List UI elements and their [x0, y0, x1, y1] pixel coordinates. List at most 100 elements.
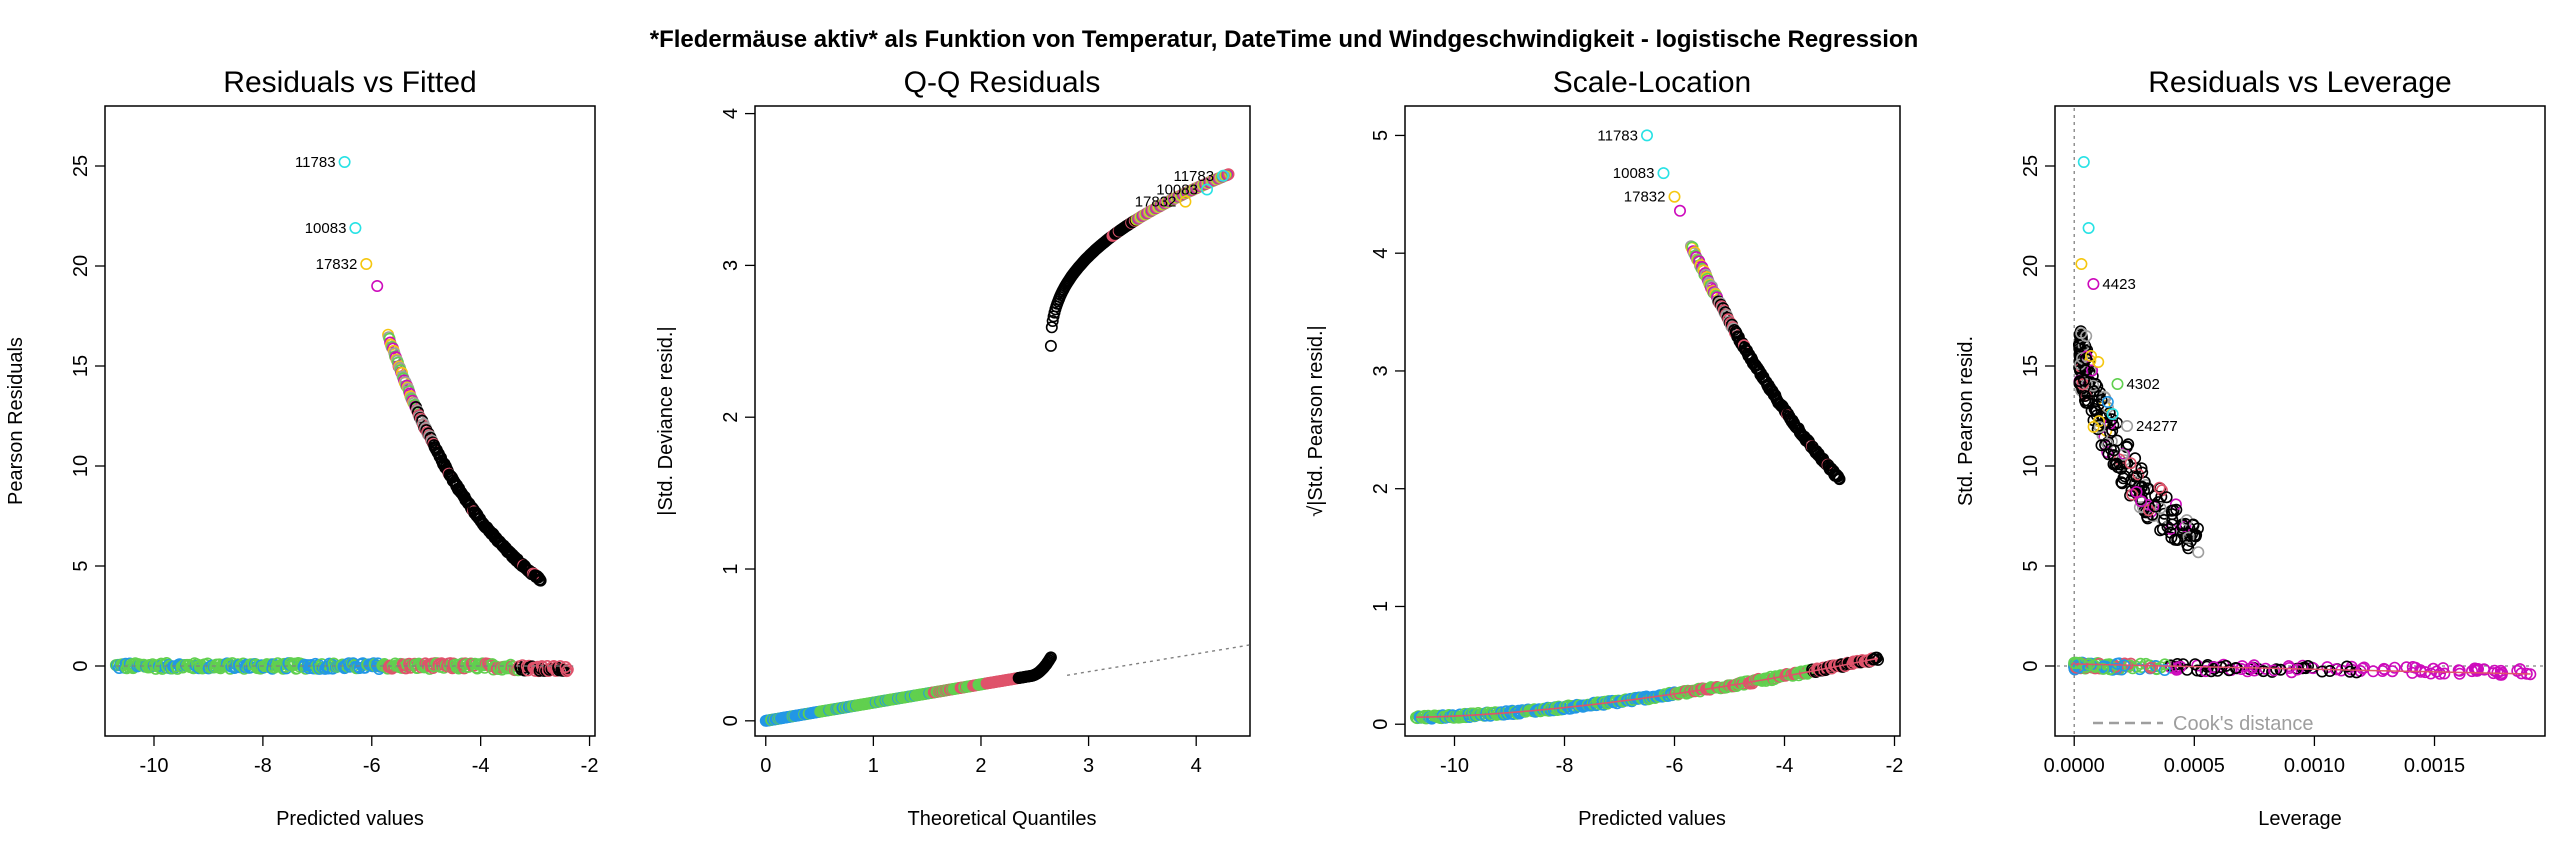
- x-tick-label: -8: [254, 755, 272, 777]
- data-point: [2124, 457, 2137, 470]
- data-point: [1046, 314, 1059, 327]
- y-tick-label: 1: [1370, 601, 1392, 612]
- data-point: [2092, 419, 2105, 432]
- data-point: [2220, 659, 2233, 672]
- data-point: [2165, 661, 2178, 674]
- y-tick-label: 0: [1370, 719, 1392, 730]
- x-tick-label: 0.0005: [2164, 755, 2225, 777]
- data-point: [2095, 393, 2108, 406]
- y-tick-label: 25: [2020, 155, 2042, 177]
- x-tick-label: -2: [1886, 755, 1904, 777]
- panel-title: Residuals vs Leverage: [2148, 66, 2452, 99]
- data-point: [2130, 485, 2143, 498]
- data-point: [2316, 665, 2329, 678]
- plot-frame: [104, 105, 596, 737]
- data-point: [1044, 651, 1057, 664]
- y-tick-label: 20: [70, 255, 92, 277]
- data-point: [2095, 439, 2108, 452]
- panel-title: Q-Q Residuals: [904, 66, 1101, 99]
- y-tick-label: 0: [70, 660, 92, 671]
- data-point: [2107, 444, 2120, 457]
- data-point: [2171, 533, 2184, 546]
- y-axis-label: |Std. Deviance resid.|: [655, 326, 677, 515]
- data-point: [2077, 156, 2090, 169]
- x-tick-label: 2: [975, 755, 986, 777]
- data-point: [2068, 656, 2081, 669]
- data-point: [1201, 183, 1214, 196]
- data-point: [2268, 664, 2281, 677]
- point-label: 10083: [1156, 181, 1198, 198]
- data-point: [2453, 664, 2466, 677]
- data-point: [2093, 421, 2106, 434]
- panel-residuals-vs-fitted: Residuals vs Fitted Predicted values Pea…: [5, 66, 598, 830]
- data-point: [2427, 662, 2440, 675]
- y-tick-label: 5: [70, 560, 92, 571]
- data-point: [2158, 663, 2171, 676]
- data-point: [2117, 472, 2130, 485]
- data-point: [2073, 328, 2086, 341]
- data-point: [2343, 665, 2356, 678]
- y-tick-label: 5: [1370, 130, 1392, 141]
- data-point: [2414, 664, 2427, 677]
- data-point: [2106, 407, 2119, 420]
- data-point: [2248, 659, 2261, 672]
- data-point: [2192, 546, 2205, 559]
- data-point: [2438, 667, 2451, 680]
- y-tick-label: 1: [720, 563, 742, 574]
- point-label: 10083: [1613, 165, 1655, 182]
- data-point: [2088, 402, 2101, 415]
- data-point: [534, 574, 547, 587]
- data-point: [2118, 470, 2131, 483]
- x-tick-label: 0: [760, 755, 771, 777]
- x-tick-label: -4: [1776, 755, 1794, 777]
- data-point: [2182, 531, 2195, 544]
- data-point: [1217, 169, 1230, 182]
- data-point: [2302, 659, 2315, 672]
- data-point: [360, 257, 373, 270]
- data-point: [2323, 664, 2336, 677]
- y-tick-label: 5: [2020, 560, 2042, 571]
- y-tick-label: 3: [1370, 365, 1392, 376]
- point-label: 24277: [2136, 418, 2178, 435]
- data-point: [349, 222, 362, 235]
- x-tick-label: 0.0010: [2284, 755, 2345, 777]
- data-point: [2156, 523, 2169, 536]
- data-point: [2138, 484, 2151, 497]
- data-point: [2158, 658, 2171, 671]
- panel-scale-location: Scale-Location Predicted values √|Std. P…: [1305, 66, 1903, 830]
- x-tick-label: -4: [472, 755, 490, 777]
- x-tick-label: -6: [363, 755, 381, 777]
- data-point: [1222, 168, 1235, 181]
- data-point: [2086, 364, 2099, 377]
- cooks-distance-legend-label: Cook's distance: [2173, 713, 2314, 735]
- x-tick-label: -8: [1556, 755, 1574, 777]
- data-point: [2189, 658, 2202, 671]
- data-point: [2406, 666, 2419, 679]
- y-tick-label: 20: [2020, 255, 2042, 277]
- point-label: 11783: [295, 154, 336, 171]
- data-point: [2142, 504, 2155, 517]
- data-point: [2076, 352, 2089, 365]
- data-point: [2466, 665, 2479, 678]
- point-label: 17832: [1135, 194, 1177, 211]
- data-point: [2471, 664, 2484, 677]
- data-point: [2087, 385, 2100, 398]
- data-point: [2181, 539, 2194, 552]
- x-tick-label: -10: [140, 755, 169, 777]
- x-tick-label: 0.0000: [2044, 755, 2105, 777]
- data-point: [2111, 377, 2124, 390]
- y-tick-label: 25: [70, 155, 92, 177]
- data-point: [2187, 518, 2200, 531]
- data-point: [1179, 195, 1192, 208]
- smooth-line: [2074, 663, 2531, 675]
- data-point: [1044, 339, 1057, 352]
- data-point: [2087, 420, 2100, 433]
- data-point: [2082, 222, 2095, 235]
- data-point: [371, 279, 384, 292]
- data-point: [2106, 413, 2119, 426]
- x-tick-label: -10: [1440, 755, 1469, 777]
- y-tick-label: 3: [720, 260, 742, 271]
- data-point: [2106, 424, 2119, 437]
